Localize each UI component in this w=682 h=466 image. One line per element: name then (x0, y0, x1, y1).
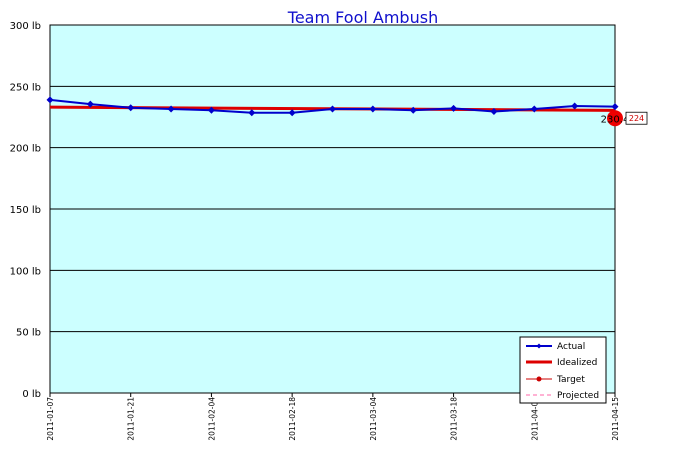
x-axis: 2011-01-07 2011-01-21 2011-02-04 2011-02-18… (46, 393, 620, 441)
y-tick-label: 300 lb (10, 21, 41, 32)
legend-target-marker (536, 376, 542, 382)
actual-point (369, 105, 377, 113)
grid-lines (50, 85, 615, 333)
actual-point (167, 105, 175, 113)
chart-title: Team Fool Ambush (287, 8, 438, 27)
legend-label: Actual (557, 342, 585, 352)
x-tick-label: 2011-02-18 (288, 397, 297, 441)
legend-label: Idealized (557, 358, 597, 368)
x-tick-label: 2011-01-07 (46, 397, 55, 441)
y-tick-label: 100 lb (10, 266, 41, 277)
x-tick-label: 2011-04-15 (611, 397, 620, 441)
y-tick-label: 250 lb (10, 82, 41, 93)
actual-point (611, 103, 619, 111)
actual-point (248, 109, 256, 117)
annotation-layer: 230.4 224 (601, 111, 648, 125)
legend: Actual Idealized Target Projected (519, 336, 607, 404)
final-value-label: 230.4 (601, 114, 630, 125)
actual-point (409, 106, 417, 114)
actual-point (127, 104, 135, 112)
series-layer (46, 96, 623, 127)
legend-box (519, 336, 607, 404)
actual-point (490, 107, 498, 115)
target-value-box (625, 111, 648, 125)
x-tick-label: 2011-03-18 (450, 397, 459, 441)
y-tick-label: 50 lb (16, 328, 41, 339)
x-tick-label: 2011-03-04 (369, 397, 378, 441)
target-value-label: 224 (629, 114, 644, 123)
legend-label: Projected (557, 391, 599, 401)
y-tick-label: 150 lb (10, 205, 41, 216)
actual-point (329, 105, 336, 113)
actual-point (46, 96, 54, 104)
actual-point (450, 104, 458, 112)
y-tick-label: 200 lb (10, 144, 41, 155)
legend-actual-marker (536, 343, 542, 349)
x-tick-label: 2011-02-04 (207, 397, 216, 441)
legend-label: Target (556, 375, 585, 385)
actual-point (530, 105, 538, 113)
y-axis: 0 lb 50 lb 100 lb 150 lb 200 lb 250 lb 300 lb (10, 21, 41, 400)
actual-point (86, 100, 94, 108)
actual-point (288, 109, 296, 117)
y-tick-label: 0 lb (22, 389, 41, 400)
x-tick-label: 2011-04-01 (530, 397, 539, 441)
actual-point (571, 102, 579, 110)
x-tick-label: 2011-01-21 (127, 397, 136, 441)
actual-point (207, 106, 215, 114)
target-point (607, 110, 623, 127)
